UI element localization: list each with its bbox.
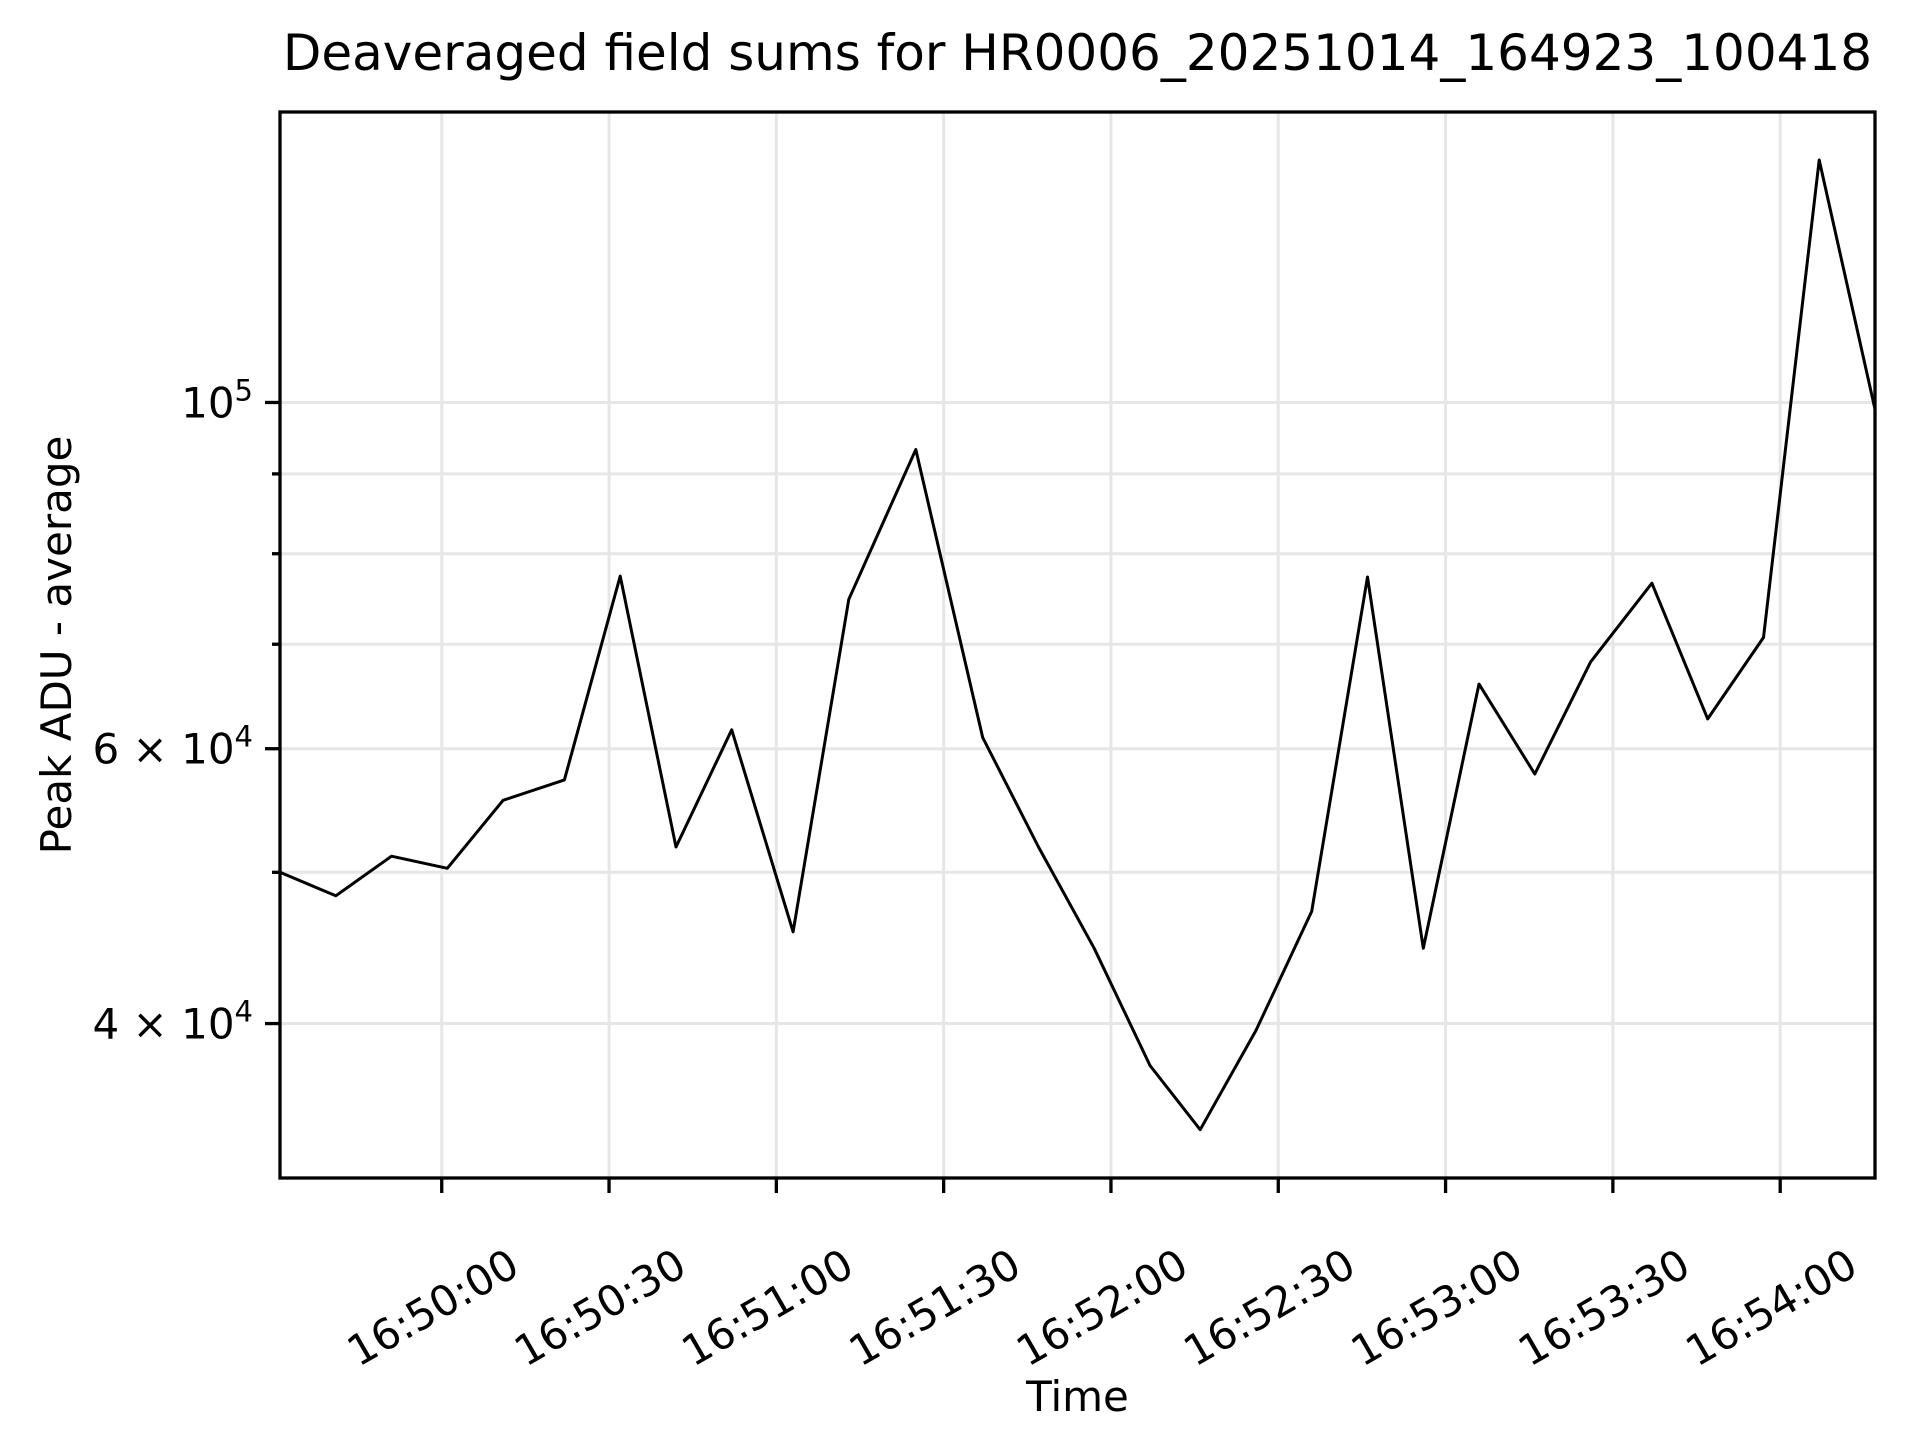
data-line	[278, 158, 1877, 1132]
x-tick-label: 16:50:30	[506, 1239, 694, 1376]
x-tick-label: 16:53:00	[1343, 1239, 1531, 1376]
plot-border	[278, 110, 1877, 1180]
x-tick-label: 16:52:30	[1175, 1239, 1363, 1376]
y-tick-label: 6 × 104	[92, 720, 253, 774]
x-tick-label: 16:51:30	[841, 1239, 1029, 1376]
x-axis-label: Time	[1026, 1372, 1129, 1421]
y-tick-label: 105	[181, 373, 253, 427]
x-tick-label: 16:51:00	[673, 1239, 861, 1376]
x-tick-label: 16:52:00	[1008, 1239, 1196, 1376]
x-tick-label: 16:50:00	[339, 1239, 527, 1376]
chart-title: Deaveraged field sums for HR0006_2025101…	[282, 24, 1873, 82]
y-tick-label: 4 × 104	[92, 995, 253, 1049]
x-tick-label: 16:53:30	[1510, 1239, 1698, 1376]
y-tick-exponent: 5	[235, 373, 253, 407]
x-tick-label: 16:54:00	[1677, 1239, 1865, 1376]
y-tick-exponent: 4	[235, 720, 253, 754]
y-tick-exponent: 4	[235, 995, 253, 1029]
